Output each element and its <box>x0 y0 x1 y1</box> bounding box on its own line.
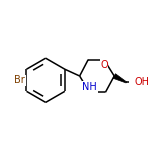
Text: OH: OH <box>134 77 149 87</box>
Text: O: O <box>100 60 108 70</box>
Text: Br: Br <box>14 75 25 85</box>
Polygon shape <box>113 74 127 83</box>
Text: NH: NH <box>82 82 97 92</box>
